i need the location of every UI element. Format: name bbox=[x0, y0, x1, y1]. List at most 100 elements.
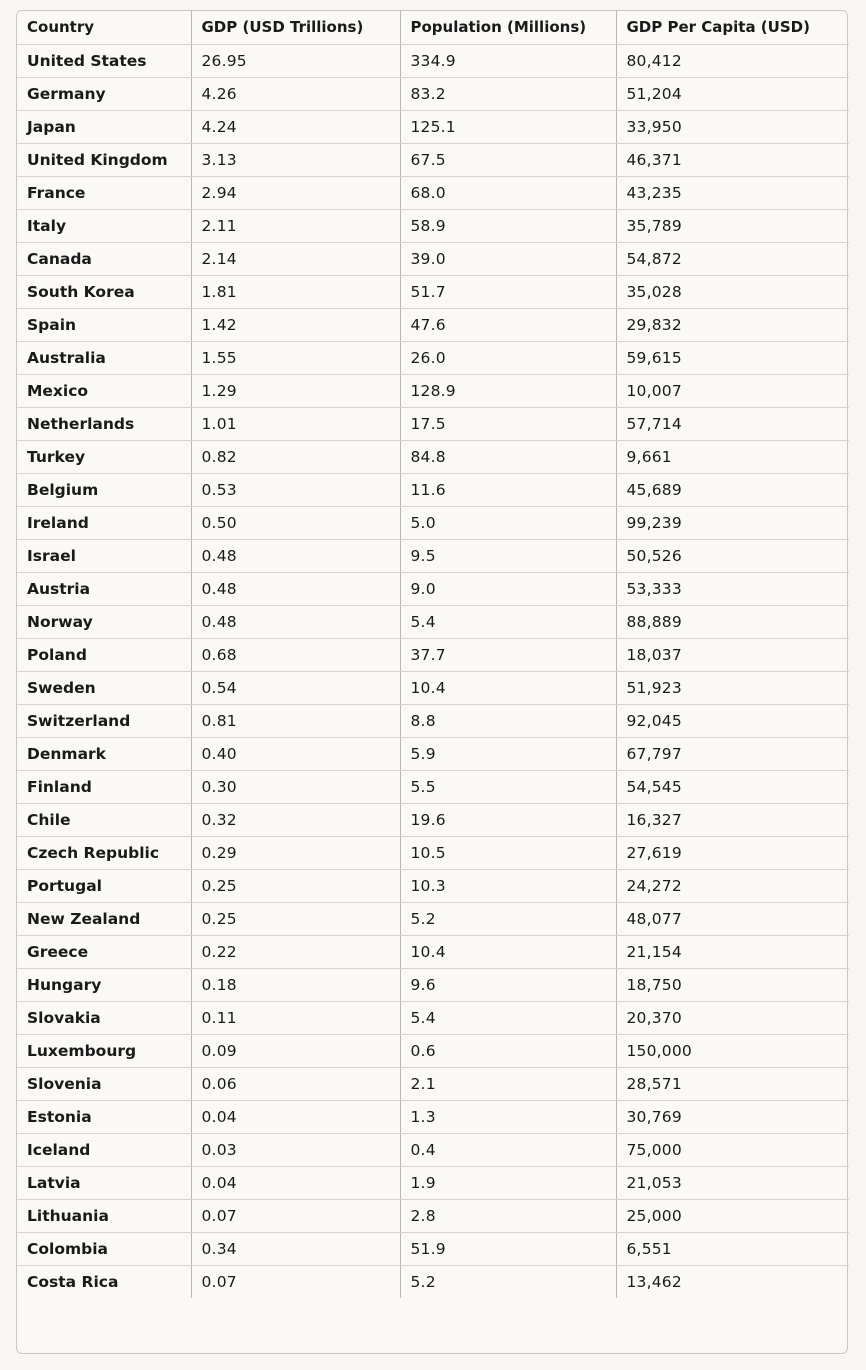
cell-population: 84.8 bbox=[400, 440, 617, 474]
cell-gdp: 0.30 bbox=[191, 770, 401, 804]
cell-country: Canada bbox=[17, 242, 192, 276]
cell-country: Japan bbox=[17, 110, 192, 144]
cell-country: Czech Republic bbox=[17, 836, 192, 870]
cell-country: Belgium bbox=[17, 473, 192, 507]
cell-country: Slovakia bbox=[17, 1001, 192, 1035]
cell-gdp-per-capita: 92,045 bbox=[616, 704, 849, 738]
cell-country: Austria bbox=[17, 572, 192, 606]
cell-gdp-per-capita: 35,789 bbox=[616, 209, 849, 243]
table-row: South Korea 1.81 51.7 35,028 bbox=[17, 275, 849, 309]
cell-country: Hungary bbox=[17, 968, 192, 1002]
cell-population: 11.6 bbox=[400, 473, 617, 507]
cell-population: 9.6 bbox=[400, 968, 617, 1002]
cell-population: 0.6 bbox=[400, 1034, 617, 1068]
cell-population: 39.0 bbox=[400, 242, 617, 276]
cell-gdp: 0.68 bbox=[191, 638, 401, 672]
cell-gdp: 4.24 bbox=[191, 110, 401, 144]
cell-gdp: 0.29 bbox=[191, 836, 401, 870]
cell-population: 5.4 bbox=[400, 605, 617, 639]
table-row: Portugal 0.25 10.3 24,272 bbox=[17, 869, 849, 903]
cell-country: Costa Rica bbox=[17, 1265, 192, 1298]
cell-gdp: 0.04 bbox=[191, 1100, 401, 1134]
cell-country: Iceland bbox=[17, 1133, 192, 1167]
cell-population: 334.9 bbox=[400, 44, 617, 78]
cell-gdp-per-capita: 150,000 bbox=[616, 1034, 849, 1068]
cell-gdp: 1.81 bbox=[191, 275, 401, 309]
cell-gdp-per-capita: 24,272 bbox=[616, 869, 849, 903]
table-row: Mexico 1.29 128.9 10,007 bbox=[17, 374, 849, 408]
cell-population: 1.9 bbox=[400, 1166, 617, 1200]
table-body: United States 26.95 334.9 80,412 Germany 4.26… bbox=[17, 44, 849, 1298]
cell-gdp-per-capita: 16,327 bbox=[616, 803, 849, 837]
cell-population: 26.0 bbox=[400, 341, 617, 375]
cell-gdp: 0.09 bbox=[191, 1034, 401, 1068]
cell-country: Luxembourg bbox=[17, 1034, 192, 1068]
cell-country: Sweden bbox=[17, 671, 192, 705]
table-row: Czech Republic 0.29 10.5 27,619 bbox=[17, 836, 849, 870]
table-row: New Zealand 0.25 5.2 48,077 bbox=[17, 902, 849, 936]
table-row: Denmark 0.40 5.9 67,797 bbox=[17, 737, 849, 771]
cell-population: 9.5 bbox=[400, 539, 617, 573]
table-row: United Kingdom 3.13 67.5 46,371 bbox=[17, 143, 849, 177]
cell-population: 8.8 bbox=[400, 704, 617, 738]
table-row: Israel 0.48 9.5 50,526 bbox=[17, 539, 849, 573]
cell-gdp: 2.11 bbox=[191, 209, 401, 243]
cell-gdp: 1.01 bbox=[191, 407, 401, 441]
cell-population: 10.4 bbox=[400, 671, 617, 705]
cell-gdp: 3.13 bbox=[191, 143, 401, 177]
cell-population: 37.7 bbox=[400, 638, 617, 672]
cell-gdp: 0.22 bbox=[191, 935, 401, 969]
column-header-population: Population (Millions) bbox=[400, 11, 617, 45]
cell-gdp: 0.25 bbox=[191, 869, 401, 903]
cell-country: Spain bbox=[17, 308, 192, 342]
cell-population: 5.0 bbox=[400, 506, 617, 540]
table-row: Germany 4.26 83.2 51,204 bbox=[17, 77, 849, 111]
cell-gdp: 0.06 bbox=[191, 1067, 401, 1101]
cell-gdp-per-capita: 99,239 bbox=[616, 506, 849, 540]
cell-gdp-per-capita: 28,571 bbox=[616, 1067, 849, 1101]
column-header-country: Country bbox=[17, 11, 192, 45]
cell-gdp-per-capita: 51,923 bbox=[616, 671, 849, 705]
cell-gdp-per-capita: 25,000 bbox=[616, 1199, 849, 1233]
table-row: Costa Rica 0.07 5.2 13,462 bbox=[17, 1265, 849, 1298]
cell-country: Chile bbox=[17, 803, 192, 837]
cell-population: 5.9 bbox=[400, 737, 617, 771]
table-header-row: Country GDP (USD Trillions) Population (… bbox=[17, 11, 849, 45]
cell-country: Germany bbox=[17, 77, 192, 111]
cell-country: United Kingdom bbox=[17, 143, 192, 177]
cell-population: 19.6 bbox=[400, 803, 617, 837]
cell-gdp-per-capita: 48,077 bbox=[616, 902, 849, 936]
cell-gdp: 0.50 bbox=[191, 506, 401, 540]
table-row: Latvia 0.04 1.9 21,053 bbox=[17, 1166, 849, 1200]
table-row: Colombia 0.34 51.9 6,551 bbox=[17, 1232, 849, 1266]
cell-population: 125.1 bbox=[400, 110, 617, 144]
table-row: Italy 2.11 58.9 35,789 bbox=[17, 209, 849, 243]
column-header-gdp-per-capita: GDP Per Capita (USD) bbox=[616, 11, 849, 45]
cell-country: Israel bbox=[17, 539, 192, 573]
cell-population: 58.9 bbox=[400, 209, 617, 243]
cell-population: 51.9 bbox=[400, 1232, 617, 1266]
table-row: Austria 0.48 9.0 53,333 bbox=[17, 572, 849, 606]
cell-gdp: 0.03 bbox=[191, 1133, 401, 1167]
cell-gdp-per-capita: 53,333 bbox=[616, 572, 849, 606]
cell-gdp-per-capita: 6,551 bbox=[616, 1232, 849, 1266]
cell-country: Greece bbox=[17, 935, 192, 969]
cell-gdp: 0.11 bbox=[191, 1001, 401, 1035]
table-row: Lithuania 0.07 2.8 25,000 bbox=[17, 1199, 849, 1233]
cell-population: 67.5 bbox=[400, 143, 617, 177]
cell-population: 128.9 bbox=[400, 374, 617, 408]
cell-population: 83.2 bbox=[400, 77, 617, 111]
table-row: Australia 1.55 26.0 59,615 bbox=[17, 341, 849, 375]
cell-country: Switzerland bbox=[17, 704, 192, 738]
table-row: Belgium 0.53 11.6 45,689 bbox=[17, 473, 849, 507]
cell-country: Turkey bbox=[17, 440, 192, 474]
cell-gdp: 0.04 bbox=[191, 1166, 401, 1200]
table-row: Poland 0.68 37.7 18,037 bbox=[17, 638, 849, 672]
cell-gdp: 0.48 bbox=[191, 572, 401, 606]
cell-gdp-per-capita: 75,000 bbox=[616, 1133, 849, 1167]
cell-country: New Zealand bbox=[17, 902, 192, 936]
cell-gdp-per-capita: 88,889 bbox=[616, 605, 849, 639]
cell-gdp: 0.48 bbox=[191, 539, 401, 573]
cell-country: France bbox=[17, 176, 192, 210]
cell-gdp: 0.25 bbox=[191, 902, 401, 936]
